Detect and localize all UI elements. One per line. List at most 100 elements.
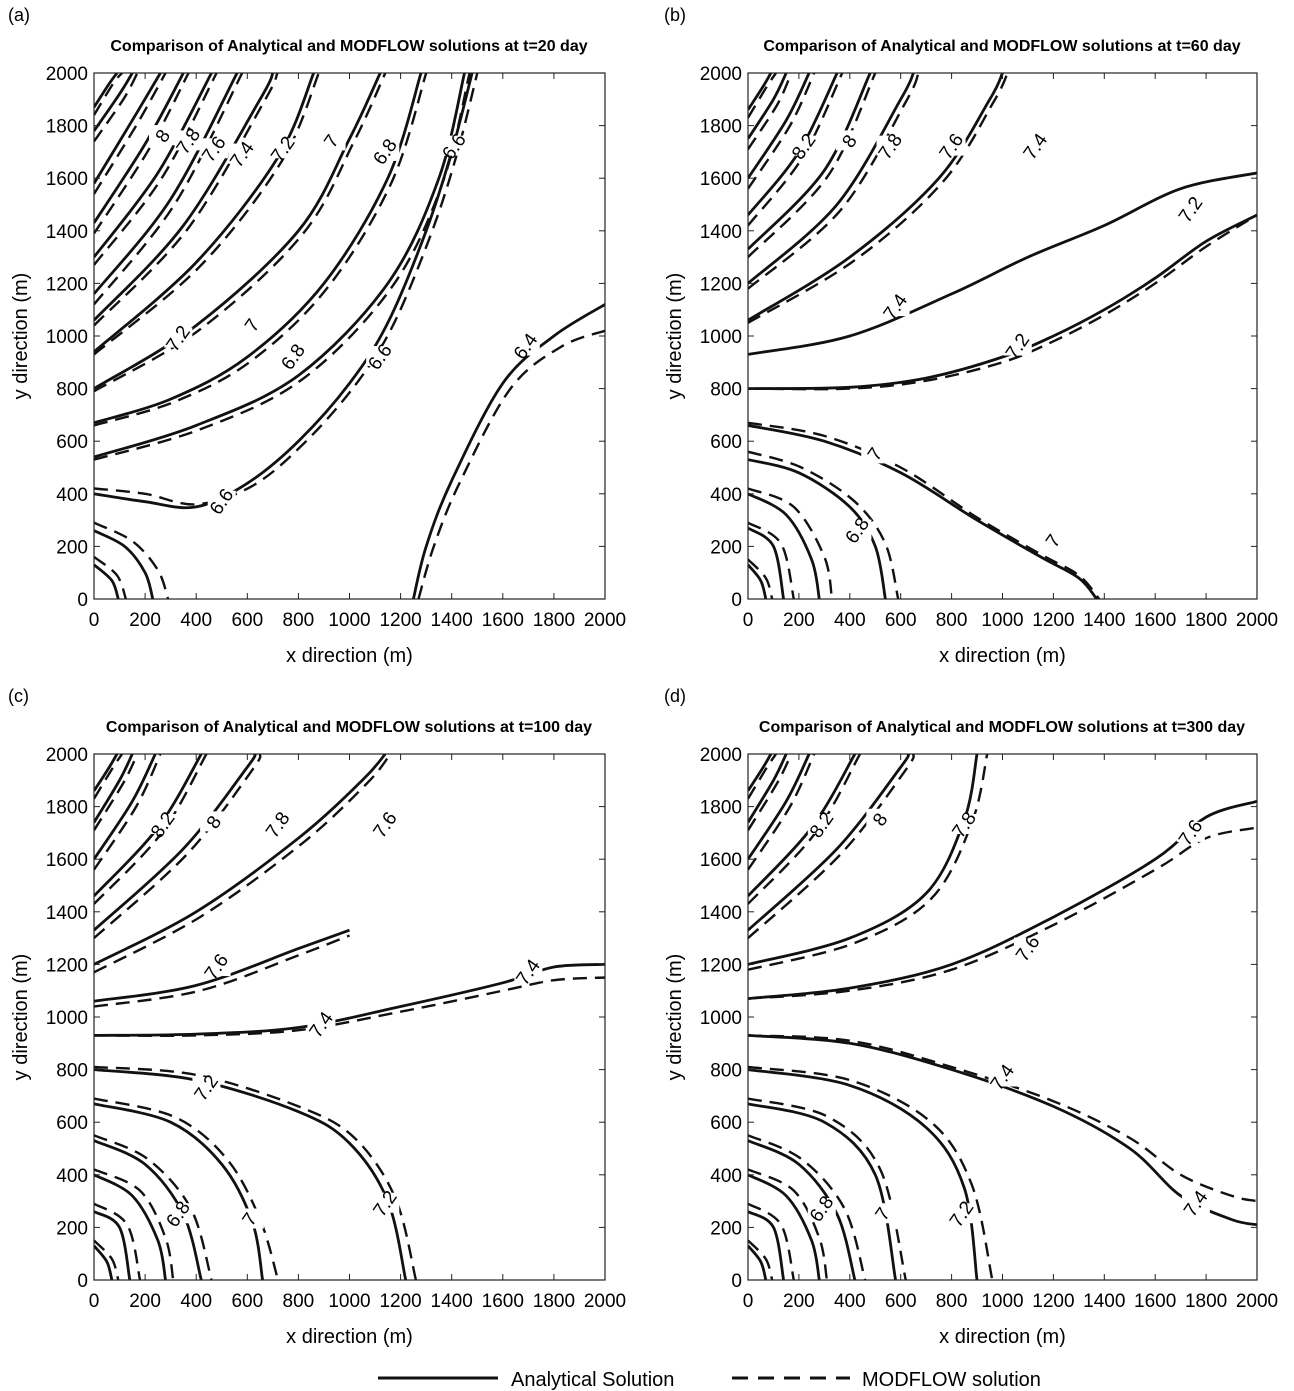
modflow-contour — [94, 73, 137, 141]
analytical-contour — [413, 304, 605, 599]
x-tick-label: 600 — [885, 1291, 917, 1312]
x-tick-label: 400 — [834, 610, 866, 631]
y-tick-label: 200 — [710, 537, 742, 558]
analytical-contour — [748, 1141, 855, 1280]
y-tick-label: 600 — [56, 1113, 88, 1134]
y-tick-label: 0 — [77, 590, 88, 611]
y-tick-label: 1200 — [700, 274, 742, 295]
modflow-contour — [94, 754, 137, 830]
modflow-contour — [94, 754, 390, 972]
y-tick-label: 400 — [56, 485, 88, 506]
x-tick-label: 1600 — [482, 610, 524, 631]
contour-label: 7.4 — [513, 955, 546, 989]
x-tick-label: 1600 — [482, 1291, 524, 1312]
x-tick-label: 1800 — [1185, 610, 1227, 631]
y-tick-label: 1600 — [46, 850, 88, 871]
contour-label: 6.8 — [370, 135, 402, 169]
y-tick-label: 800 — [56, 380, 88, 401]
chart-title: Comparison of Analytical and MODFLOW sol… — [106, 719, 592, 736]
modflow-contour — [748, 1035, 1257, 1201]
y-tick-label: 600 — [710, 1113, 742, 1134]
legend: Analytical Solution MODFLOW solution — [378, 1369, 1041, 1391]
x-tick-label: 0 — [743, 1291, 754, 1312]
contour-label: 7.6 — [201, 950, 233, 984]
chart-panel-0: (a)Comparison of Analytical and MODFLOW … — [8, 5, 626, 667]
contour-label: 7.8 — [262, 808, 294, 842]
y-tick-label: 200 — [56, 537, 88, 558]
y-tick-label: 800 — [710, 380, 742, 401]
y-tick-label: 2000 — [46, 745, 88, 766]
contour-label: 6.6 — [364, 340, 396, 374]
contour-label: 7.4 — [880, 290, 913, 324]
modflow-contour — [748, 523, 794, 599]
contour-label: 7.2 — [1175, 193, 1207, 227]
modflow-contour — [748, 73, 776, 118]
x-axis-label: x direction (m) — [286, 1326, 413, 1348]
y-tick-label: 1000 — [700, 1008, 742, 1029]
contour-label: 7.4 — [1180, 1187, 1213, 1221]
modflow-contour — [748, 73, 919, 289]
x-tick-label: 200 — [129, 1291, 161, 1312]
x-tick-label: 1400 — [1083, 610, 1125, 631]
y-tick-label: 600 — [710, 432, 742, 453]
panel-label: (c) — [8, 686, 29, 706]
y-tick-label: 0 — [731, 590, 742, 611]
analytical-contour — [748, 73, 1003, 320]
panel-label: (b) — [664, 5, 686, 25]
analytical-contour — [94, 73, 314, 352]
x-tick-label: 1400 — [1083, 1291, 1125, 1312]
contour-label: 6.6 — [438, 130, 470, 164]
x-tick-label: 2000 — [584, 610, 626, 631]
panel-label: (d) — [664, 686, 686, 706]
modflow-contour — [748, 215, 1257, 389]
chart-panel-1: (b)Comparison of Analytical and MODFLOW … — [664, 5, 1278, 667]
plot-frame — [748, 73, 1257, 599]
x-tick-label: 1200 — [1032, 610, 1074, 631]
x-tick-label: 2000 — [584, 1291, 626, 1312]
analytical-contour — [748, 565, 766, 599]
analytical-contour — [748, 73, 771, 110]
x-tick-label: 800 — [283, 610, 315, 631]
x-tick-label: 0 — [89, 1291, 100, 1312]
x-tick-label: 2000 — [1236, 1291, 1278, 1312]
x-tick-label: 1000 — [328, 610, 370, 631]
y-tick-label: 1400 — [700, 903, 742, 924]
modflow-contour — [94, 1170, 173, 1281]
analytical-contour — [748, 1070, 977, 1280]
legend-modflow-label: MODFLOW solution — [862, 1369, 1041, 1391]
contour-label: 7.6 — [936, 130, 968, 164]
legend-analytical-label: Analytical Solution — [511, 1369, 674, 1391]
contour-label: 7.6 — [1175, 816, 1207, 850]
x-tick-label: 2000 — [1236, 610, 1278, 631]
x-tick-label: 1200 — [379, 1291, 421, 1312]
x-tick-label: 400 — [834, 1291, 866, 1312]
chart-panel-3: (d) Comparison of Analytical and MODFLOW … — [664, 686, 1278, 1348]
x-tick-label: 0 — [89, 610, 100, 631]
x-tick-label: 200 — [129, 610, 161, 631]
y-tick-label: 2000 — [700, 745, 742, 766]
x-axis-label: x direction (m) — [286, 645, 413, 667]
y-tick-label: 400 — [710, 1166, 742, 1187]
y-tick-label: 1600 — [700, 850, 742, 871]
contour-label: 7.4 — [1020, 130, 1053, 164]
analytical-contour — [748, 215, 1257, 389]
contour-label: 7.2 — [163, 322, 195, 356]
y-tick-label: 600 — [56, 432, 88, 453]
y-tick-label: 1600 — [46, 169, 88, 190]
y-tick-label: 200 — [710, 1218, 742, 1239]
y-tick-label: 2000 — [46, 64, 88, 85]
x-tick-label: 1800 — [533, 1291, 575, 1312]
contour-label: 7.2 — [946, 1198, 978, 1232]
x-tick-label: 1800 — [533, 610, 575, 631]
x-tick-label: 1600 — [1134, 1291, 1176, 1312]
y-tick-label: 1800 — [46, 798, 88, 819]
contour-label: 7.2 — [191, 1071, 223, 1105]
analytical-contour — [748, 73, 913, 283]
analytical-contour — [94, 1175, 166, 1280]
analytical-contour — [748, 1246, 766, 1280]
analytical-contour — [94, 73, 132, 131]
y-tick-label: 1000 — [46, 1008, 88, 1029]
y-tick-label: 800 — [56, 1061, 88, 1082]
y-tick-label: 800 — [710, 1061, 742, 1082]
y-tick-label: 400 — [56, 1166, 88, 1187]
